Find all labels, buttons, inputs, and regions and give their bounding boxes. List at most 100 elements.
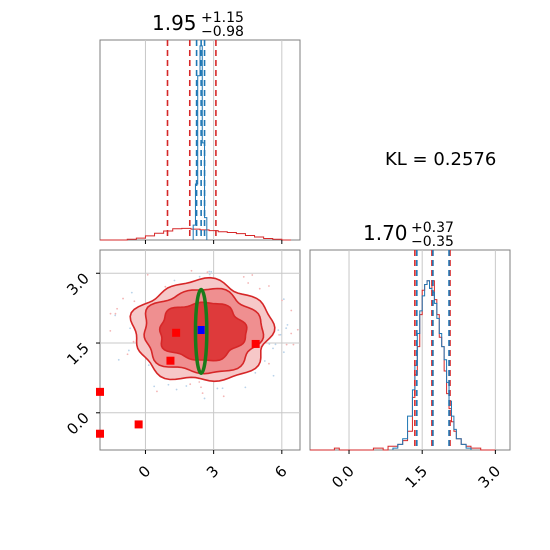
tick-label-x-0: 0.0	[328, 462, 358, 492]
sample-point	[114, 312, 117, 315]
tick-label-x-0: 0	[135, 462, 154, 481]
sample-point	[167, 383, 170, 386]
sample-point	[206, 271, 209, 274]
sample-point	[268, 285, 270, 287]
kl-annotation: KL = 0.2576	[385, 149, 496, 170]
histogram-step-red	[100, 227, 291, 241]
sample-point	[114, 314, 117, 317]
sample-point	[203, 397, 206, 400]
sample-point	[242, 275, 245, 278]
panel-top-left-grid	[144, 40, 283, 240]
sample-point	[258, 287, 261, 290]
title-1-minus: −0.98	[201, 24, 244, 40]
sample-point	[286, 324, 289, 326]
panel-top-left-histograms	[100, 45, 291, 241]
sample-point	[146, 273, 149, 276]
panel-bottom-left-x-ticks: 0 3 6	[135, 450, 291, 482]
blue-square-marker	[197, 326, 205, 334]
sample-point	[156, 390, 158, 393]
red-square-marker-1	[166, 356, 175, 365]
tick-label-x-2: 6	[271, 462, 290, 481]
sample-point	[263, 360, 266, 362]
sample-point	[290, 332, 293, 335]
panel-bottom-right-quantile-lines	[414, 250, 451, 450]
sample-point	[292, 343, 295, 346]
title-2-median: 1.70	[363, 221, 408, 245]
sample-point	[244, 386, 247, 389]
panel-top-left-quantile-lines	[166, 40, 217, 240]
sample-point	[268, 362, 270, 365]
sample-point	[200, 386, 202, 389]
sample-point	[173, 279, 176, 282]
tick-label-y-1: 1.5	[63, 339, 93, 369]
red-square-marker-3	[134, 420, 143, 429]
sample-point	[222, 395, 225, 398]
red-square-marker-5	[96, 429, 104, 438]
green-ellipse-outline	[193, 287, 209, 376]
sample-point	[116, 307, 118, 310]
panel-top-left-title: 1.95	[152, 11, 197, 35]
sample-point	[109, 330, 112, 332]
sample-point	[127, 349, 130, 352]
sample-point	[282, 351, 285, 354]
sample-point	[281, 299, 283, 302]
panel-bottom-right-histogram: 0.0 1.5 3.0 1.70 +0.37 −0.35	[309, 220, 511, 492]
histogram-step-red	[310, 280, 496, 451]
sample-point	[132, 340, 135, 343]
sample-point	[122, 297, 124, 300]
sample-point	[185, 385, 188, 387]
panel-top-left-histogram: 1.95 +1.15 −0.98	[99, 10, 301, 244]
panel-top-left-frame	[99, 39, 301, 241]
sample-point	[285, 343, 288, 346]
tick-label-y-0: 0.0	[63, 409, 93, 439]
sample-point	[130, 291, 133, 294]
sample-point	[285, 327, 288, 330]
sample-point	[274, 343, 277, 346]
sample-point	[164, 285, 167, 288]
tick-label-y-2: 3.0	[63, 269, 93, 299]
panel-bottom-left-y-ticks: 0.0 1.5 3.0	[63, 269, 100, 438]
sample-point	[133, 300, 136, 303]
sample-point	[272, 374, 275, 377]
sample-point	[147, 364, 150, 367]
sample-point	[198, 381, 201, 383]
sample-point	[129, 327, 131, 330]
sample-point	[282, 298, 285, 301]
sample-point	[126, 353, 129, 356]
sample-point	[247, 282, 250, 284]
red-square-marker-2	[251, 339, 260, 348]
sample-point	[254, 371, 257, 374]
sample-point	[279, 333, 282, 336]
sample-point	[208, 273, 211, 276]
title-1-plus: +1.15	[201, 10, 244, 26]
sample-point	[221, 387, 224, 390]
sample-point	[290, 309, 293, 312]
square-markers	[96, 326, 260, 438]
sample-point	[268, 343, 271, 345]
red-square-marker-4	[96, 387, 104, 396]
sample-point	[198, 275, 201, 278]
tick-label-x-1: 3	[203, 462, 222, 481]
panel-top-left-tick-marks	[144, 240, 283, 244]
title-2-minus: −0.35	[411, 234, 454, 250]
sample-point	[175, 388, 178, 391]
panel-bottom-right-grid	[348, 250, 496, 450]
sample-point	[117, 358, 120, 361]
sample-point	[210, 270, 213, 273]
red-square-marker-0	[172, 328, 181, 337]
sample-point	[251, 274, 254, 276]
panel-bottom-left-frame	[99, 249, 301, 451]
sample-point	[201, 392, 204, 395]
title-2-plus: +0.37	[411, 220, 454, 236]
panel-bottom-right-title: 1.70	[363, 221, 408, 245]
sample-point	[189, 383, 192, 386]
title-1-median: 1.95	[152, 11, 197, 35]
tick-label-x-2: 3.0	[475, 462, 505, 492]
sample-point	[208, 270, 211, 273]
sample-point	[277, 329, 280, 332]
sample-point	[109, 312, 112, 315]
sample-point	[278, 334, 280, 336]
panel-bottom-right-x-ticks: 0.0 1.5 3.0	[328, 450, 504, 492]
sample-point	[216, 387, 219, 390]
